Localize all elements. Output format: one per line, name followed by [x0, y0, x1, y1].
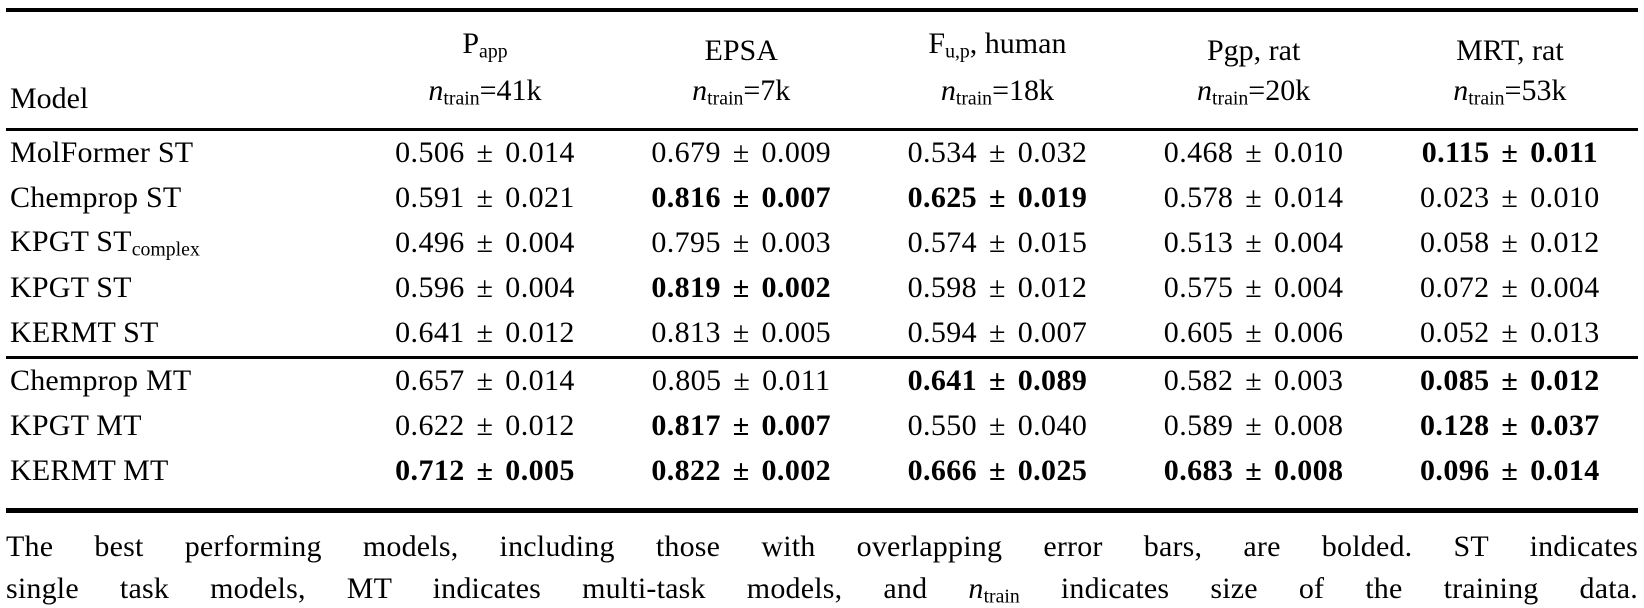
cell-kpgt-st-complex-epsa: 0.795 ± 0.003: [651, 226, 832, 260]
table-row-chemprop-st: Chemprop ST 0.591 ± 0.021 0.816 ± 0.007 0.6…: [6, 176, 1638, 221]
cell-chemprop-st-mrt-rat: 0.023 ± 0.010: [1420, 181, 1600, 215]
table-row-chemprop-mt: Chemprop MT 0.657 ± 0.014 0.805 ± 0.011 0.6…: [6, 357, 1638, 404]
cell-kpgt-mt-pgp-rat: 0.589 ± 0.008: [1163, 409, 1344, 443]
results-table: Model Papp ntrain=41k EPSA ntrain=7k Fu,p, h…: [6, 8, 1638, 513]
column-ntrain-epsa: ntrain=7k: [692, 74, 791, 110]
column-title-epsa: EPSA: [704, 34, 778, 68]
table-row-kermt-mt: KERMT MT 0.712 ± 0.005 0.822 ± 0.002 0.666 …: [6, 449, 1638, 511]
table-caption: The best performing models, including th…: [6, 526, 1638, 608]
cell-kermt-mt-papp: 0.712 ± 0.005: [395, 454, 575, 488]
column-title-papp: Papp: [462, 27, 508, 63]
column-title-mrt-rat: MRT, rat: [1456, 34, 1564, 68]
cell-kermt-mt-fup-human: 0.666 ± 0.025: [907, 454, 1088, 488]
cell-chemprop-mt-papp: 0.657 ± 0.014: [395, 364, 575, 398]
column-ntrain-papp: ntrain=41k: [428, 74, 542, 110]
cell-kermt-st-fup-human: 0.594 ± 0.007: [907, 316, 1088, 350]
cell-chemprop-st-epsa: 0.816 ± 0.007: [651, 181, 832, 215]
column-header-epsa: EPSA ntrain=7k: [613, 10, 870, 131]
caption-line-1: The best performing models, including th…: [6, 529, 1638, 563]
caption-line-2: single task models, MT indicates multi-t…: [6, 571, 1638, 608]
cell-kpgt-st-complex-papp: 0.496 ± 0.004: [395, 226, 575, 260]
model-name-kpgt-st-complex: KPGT STcomplex: [10, 225, 200, 261]
model-name-kermt-st: KERMT ST: [10, 316, 159, 350]
cell-kpgt-st-mrt-rat: 0.072 ± 0.004: [1420, 271, 1600, 305]
cell-kermt-st-papp: 0.641 ± 0.012: [395, 316, 575, 350]
cell-kpgt-st-complex-pgp-rat: 0.513 ± 0.004: [1163, 226, 1344, 260]
cell-kpgt-st-papp: 0.596 ± 0.004: [395, 271, 575, 305]
column-ntrain-fup-human: ntrain=18k: [940, 74, 1054, 110]
cell-chemprop-st-papp: 0.591 ± 0.021: [395, 181, 575, 215]
column-title-pgp-rat: Pgp, rat: [1206, 34, 1301, 68]
cell-chemprop-mt-fup-human: 0.641 ± 0.089: [907, 364, 1088, 398]
header-row: Model Papp ntrain=41k EPSA ntrain=7k Fu,p, h…: [6, 10, 1638, 131]
table-row-kpgt-mt: KPGT MT 0.622 ± 0.012 0.817 ± 0.007 0.550 ±…: [6, 404, 1638, 449]
cell-kermt-mt-epsa: 0.822 ± 0.002: [651, 454, 832, 488]
column-ntrain-pgp-rat: ntrain=20k: [1197, 74, 1311, 110]
cell-chemprop-mt-pgp-rat: 0.582 ± 0.003: [1163, 364, 1344, 398]
cell-kpgt-mt-papp: 0.622 ± 0.012: [395, 409, 575, 443]
cell-kpgt-mt-epsa: 0.817 ± 0.007: [651, 409, 832, 443]
table-row-kpgt-st-complex: KPGT STcomplex 0.496 ± 0.004 0.795 ± 0.003…: [6, 221, 1638, 266]
column-header-mrt-rat: MRT, rat ntrain=53k: [1381, 10, 1638, 131]
model-name-chemprop-st: Chemprop ST: [10, 181, 182, 215]
model-name-chemprop-mt: Chemprop MT: [10, 364, 192, 398]
table-row-kpgt-st: KPGT ST 0.596 ± 0.004 0.819 ± 0.002 0.598 ±…: [6, 266, 1638, 311]
cell-kpgt-mt-fup-human: 0.550 ± 0.040: [907, 409, 1088, 443]
cell-chemprop-mt-epsa: 0.805 ± 0.011: [651, 364, 831, 398]
column-header-fup-human: Fu,p, human ntrain=18k: [869, 10, 1126, 131]
cell-chemprop-mt-mrt-rat: 0.085 ± 0.012: [1420, 364, 1600, 398]
cell-kpgt-mt-mrt-rat: 0.128 ± 0.037: [1420, 409, 1600, 443]
cell-kpgt-st-fup-human: 0.598 ± 0.012: [907, 271, 1088, 305]
cell-kpgt-st-epsa: 0.819 ± 0.002: [651, 271, 832, 305]
cell-kermt-mt-mrt-rat: 0.096 ± 0.014: [1420, 454, 1600, 488]
cell-molformer-st-epsa: 0.679 ± 0.009: [651, 136, 832, 170]
column-title-fup-human: Fu,p, human: [928, 27, 1067, 63]
cell-kpgt-st-complex-fup-human: 0.574 ± 0.015: [907, 226, 1088, 260]
cell-kpgt-st-complex-mrt-rat: 0.058 ± 0.012: [1420, 226, 1600, 260]
model-name-kpgt-st: KPGT ST: [10, 271, 132, 305]
cell-chemprop-st-fup-human: 0.625 ± 0.019: [907, 181, 1088, 215]
cell-kermt-st-mrt-rat: 0.052 ± 0.013: [1420, 316, 1600, 350]
model-name-molformer-st: MolFormer ST: [10, 136, 194, 170]
column-ntrain-mrt-rat: ntrain=53k: [1453, 74, 1567, 110]
cell-kermt-st-epsa: 0.813 ± 0.005: [651, 316, 832, 350]
model-name-kpgt-mt: KPGT MT: [10, 409, 142, 443]
cell-chemprop-st-pgp-rat: 0.578 ± 0.014: [1163, 181, 1344, 215]
cell-molformer-st-papp: 0.506 ± 0.014: [395, 136, 575, 170]
single-task-rows: MolFormer ST 0.506 ± 0.014 0.679 ± 0.009 0.…: [6, 129, 1638, 357]
cell-molformer-st-fup-human: 0.534 ± 0.032: [907, 136, 1088, 170]
column-header-papp: Papp ntrain=41k: [356, 10, 614, 131]
table-row-kermt-st: KERMT ST 0.641 ± 0.012 0.813 ± 0.005 0.594 …: [6, 311, 1638, 358]
column-header-pgp-rat: Pgp, rat ntrain=20k: [1125, 10, 1382, 131]
column-header-model: Model: [6, 10, 357, 131]
model-name-kermt-mt: KERMT MT: [10, 454, 169, 488]
table-row-molformer-st: MolFormer ST 0.506 ± 0.014 0.679 ± 0.009 0.…: [6, 129, 1638, 176]
cell-molformer-st-mrt-rat: 0.115 ± 0.011: [1421, 136, 1599, 170]
cell-kpgt-st-pgp-rat: 0.575 ± 0.004: [1163, 271, 1344, 305]
multi-task-rows: Chemprop MT 0.657 ± 0.014 0.805 ± 0.011 0.6…: [6, 357, 1638, 510]
cell-molformer-st-pgp-rat: 0.468 ± 0.010: [1163, 136, 1344, 170]
table-header: Model Papp ntrain=41k EPSA ntrain=7k Fu,p, h…: [6, 10, 1638, 131]
cell-kermt-st-pgp-rat: 0.605 ± 0.006: [1163, 316, 1344, 350]
cell-kermt-mt-pgp-rat: 0.683 ± 0.008: [1163, 454, 1344, 488]
